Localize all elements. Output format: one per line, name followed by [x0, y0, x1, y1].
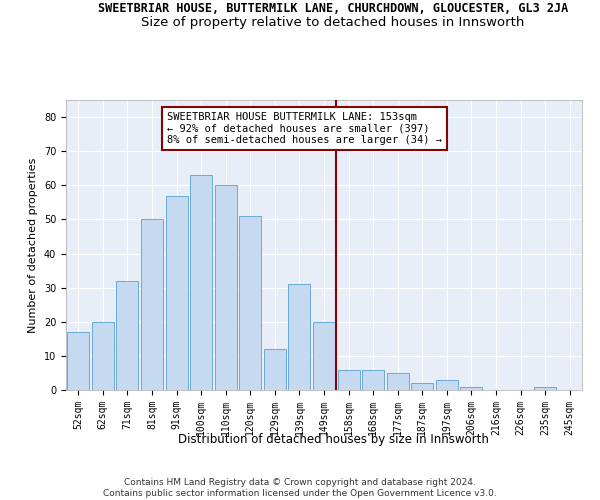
Bar: [436, 380, 458, 390]
Bar: [386, 373, 409, 390]
Text: Contains HM Land Registry data © Crown copyright and database right 2024.
Contai: Contains HM Land Registry data © Crown c…: [103, 478, 497, 498]
Bar: [116, 281, 139, 390]
Bar: [67, 332, 89, 390]
Bar: [534, 386, 556, 390]
Bar: [92, 322, 114, 390]
Text: Size of property relative to detached houses in Innsworth: Size of property relative to detached ho…: [142, 16, 524, 29]
Text: Distribution of detached houses by size in Innsworth: Distribution of detached houses by size …: [178, 432, 488, 446]
Bar: [338, 370, 359, 390]
Bar: [289, 284, 310, 390]
Bar: [215, 186, 237, 390]
Bar: [239, 216, 262, 390]
Bar: [141, 220, 163, 390]
Text: SWEETBRIAR HOUSE BUTTERMILK LANE: 153sqm
← 92% of detached houses are smaller (3: SWEETBRIAR HOUSE BUTTERMILK LANE: 153sqm…: [167, 112, 442, 145]
Bar: [460, 386, 482, 390]
Bar: [411, 383, 433, 390]
Bar: [166, 196, 188, 390]
Text: SWEETBRIAR HOUSE, BUTTERMILK LANE, CHURCHDOWN, GLOUCESTER, GL3 2JA: SWEETBRIAR HOUSE, BUTTERMILK LANE, CHURC…: [98, 2, 568, 16]
Bar: [264, 349, 286, 390]
Bar: [313, 322, 335, 390]
Bar: [190, 175, 212, 390]
Y-axis label: Number of detached properties: Number of detached properties: [28, 158, 38, 332]
Bar: [362, 370, 384, 390]
